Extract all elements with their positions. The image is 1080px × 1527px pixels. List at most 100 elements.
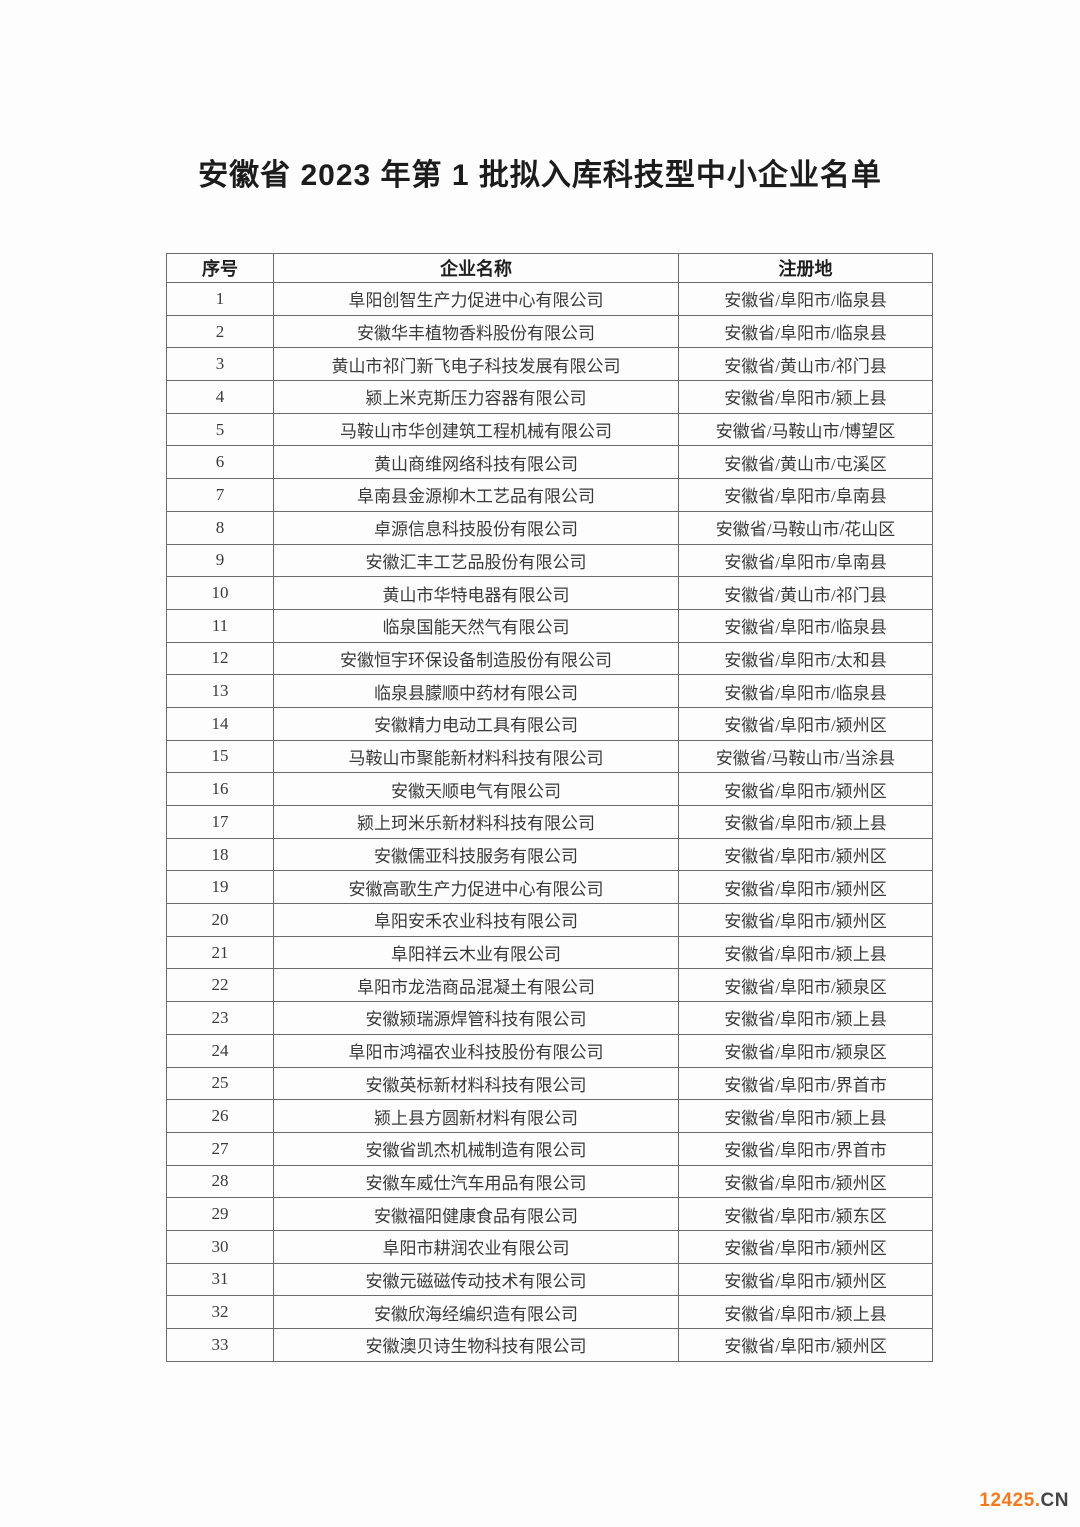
row-index: 22 (166, 968, 274, 1003)
table-row: 8 卓源信息科技股份有限公司 安徽省/马鞍山市/花山区 (166, 510, 933, 545)
col-header-company: 企业名称 (273, 253, 679, 283)
table-row: 21 阜阳祥云木业有限公司 安徽省/阜阳市/颍上县 (166, 935, 933, 970)
row-location: 安徽省/阜阳市/颍上县 (678, 1295, 933, 1329)
row-index: 27 (166, 1131, 274, 1166)
row-company: 安徽颍瑞源焊管科技有限公司 (273, 1001, 679, 1035)
row-location: 安徽省/马鞍山市/花山区 (678, 510, 933, 545)
row-company: 安徽澳贝诗生物科技有限公司 (273, 1328, 679, 1362)
row-index: 4 (166, 380, 274, 414)
row-company: 颍上县方圆新材料有限公司 (273, 1099, 679, 1133)
row-index: 2 (166, 314, 274, 349)
row-company: 安徽精力电动工具有限公司 (273, 706, 679, 741)
table-row: 2 安徽华丰植物香料股份有限公司 安徽省/阜阳市/临泉县 (166, 314, 933, 349)
row-index: 3 (166, 347, 274, 382)
row-index: 23 (166, 1001, 274, 1035)
row-index: 28 (166, 1164, 274, 1199)
table-row: 23 安徽颍瑞源焊管科技有限公司 安徽省/阜阳市/颍上县 (166, 1001, 933, 1035)
row-company: 安徽高歌生产力促进中心有限公司 (273, 870, 679, 905)
row-company: 黄山市祁门新飞电子科技发展有限公司 (273, 347, 679, 382)
row-location: 安徽省/阜阳市/颍州区 (678, 1229, 933, 1264)
table-row: 3 黄山市祁门新飞电子科技发展有限公司 安徽省/黄山市/祁门县 (166, 347, 933, 382)
table-row: 28 安徽车威仕汽车用品有限公司 安徽省/阜阳市/颍州区 (166, 1164, 933, 1199)
table-row: 10 黄山市华特电器有限公司 安徽省/黄山市/祁门县 (166, 576, 933, 610)
row-index: 16 (166, 772, 274, 806)
row-index: 11 (166, 608, 274, 643)
row-location: 安徽省/阜阳市/颍东区 (678, 1197, 933, 1231)
table-row: 19 安徽高歌生产力促进中心有限公司 安徽省/阜阳市/颍州区 (166, 870, 933, 905)
row-location: 安徽省/阜阳市/颍上县 (678, 935, 933, 970)
row-index: 9 (166, 543, 274, 578)
col-header-location: 注册地 (678, 253, 933, 283)
table-row: 7 阜南县金源柳木工艺品有限公司 安徽省/阜阳市/阜南县 (166, 478, 933, 512)
row-location: 安徽省/黄山市/屯溪区 (678, 445, 933, 480)
table-row: 22 阜阳市龙浩商品混凝土有限公司 安徽省/阜阳市/颍泉区 (166, 968, 933, 1003)
row-company: 卓源信息科技股份有限公司 (273, 510, 679, 545)
table-header: 序号 企业名称 注册地 (166, 253, 933, 283)
row-index: 21 (166, 935, 274, 970)
row-location: 安徽省/阜阳市/临泉县 (678, 314, 933, 349)
row-index: 32 (166, 1295, 274, 1329)
row-company: 阜阳市鸿福农业科技股份有限公司 (273, 1033, 679, 1068)
row-index: 15 (166, 739, 274, 774)
row-company: 安徽欣海经编织造有限公司 (273, 1295, 679, 1329)
row-company: 马鞍山市聚能新材料科技有限公司 (273, 739, 679, 774)
row-company: 安徽恒宇环保设备制造股份有限公司 (273, 641, 679, 676)
row-company: 黄山市华特电器有限公司 (273, 576, 679, 610)
row-location: 安徽省/阜阳市/颍上县 (678, 1099, 933, 1133)
row-company: 安徽元磁磁传动技术有限公司 (273, 1262, 679, 1297)
row-location: 安徽省/阜阳市/颍上县 (678, 805, 933, 839)
row-index: 20 (166, 903, 274, 937)
row-company: 黄山商维网络科技有限公司 (273, 445, 679, 480)
row-company: 阜阳市耕润农业有限公司 (273, 1229, 679, 1264)
row-company: 安徽福阳健康食品有限公司 (273, 1197, 679, 1231)
table-row: 30 阜阳市耕润农业有限公司 安徽省/阜阳市/颍州区 (166, 1229, 933, 1264)
watermark-secondary: CN (1040, 1490, 1069, 1511)
row-index: 5 (166, 412, 274, 447)
row-index: 19 (166, 870, 274, 905)
row-company: 阜阳安禾农业科技有限公司 (273, 903, 679, 937)
table-row: 4 颍上米克斯压力容器有限公司 安徽省/阜阳市/颍上县 (166, 380, 933, 414)
row-company: 颍上珂米乐新材料科技有限公司 (273, 805, 679, 839)
row-company: 阜阳祥云木业有限公司 (273, 935, 679, 970)
row-company: 安徽儒亚科技服务有限公司 (273, 837, 679, 872)
table-row: 6 黄山商维网络科技有限公司 安徽省/黄山市/屯溪区 (166, 445, 933, 480)
row-index: 29 (166, 1197, 274, 1231)
row-location: 安徽省/阜阳市/太和县 (678, 641, 933, 676)
row-index: 30 (166, 1229, 274, 1264)
table-row: 12 安徽恒宇环保设备制造股份有限公司 安徽省/阜阳市/太和县 (166, 641, 933, 676)
row-location: 安徽省/马鞍山市/博望区 (678, 412, 933, 447)
row-location: 安徽省/阜阳市/临泉县 (678, 282, 933, 316)
row-index: 24 (166, 1033, 274, 1068)
row-location: 安徽省/阜阳市/颍泉区 (678, 1033, 933, 1068)
row-location: 安徽省/阜阳市/颍州区 (678, 870, 933, 905)
row-company: 阜阳创智生产力促进中心有限公司 (273, 282, 679, 316)
row-company: 安徽省凯杰机械制造有限公司 (273, 1131, 679, 1166)
row-location: 安徽省/马鞍山市/当涂县 (678, 739, 933, 774)
table-row: 24 阜阳市鸿福农业科技股份有限公司 安徽省/阜阳市/颍泉区 (166, 1033, 933, 1068)
table-body: 1 阜阳创智生产力促进中心有限公司 安徽省/阜阳市/临泉县 2 安徽华丰植物香料… (166, 282, 933, 1362)
row-company: 阜阳市龙浩商品混凝土有限公司 (273, 968, 679, 1003)
table-row: 29 安徽福阳健康食品有限公司 安徽省/阜阳市/颍东区 (166, 1197, 933, 1231)
table-row: 15 马鞍山市聚能新材料科技有限公司 安徽省/马鞍山市/当涂县 (166, 739, 933, 774)
table-row: 17 颍上珂米乐新材料科技有限公司 安徽省/阜阳市/颍上县 (166, 805, 933, 839)
row-location: 安徽省/阜阳市/颍州区 (678, 1262, 933, 1297)
table-row: 26 颍上县方圆新材料有限公司 安徽省/阜阳市/颍上县 (166, 1099, 933, 1133)
table-row: 1 阜阳创智生产力促进中心有限公司 安徽省/阜阳市/临泉县 (166, 282, 933, 316)
row-location: 安徽省/阜阳市/颍泉区 (678, 968, 933, 1003)
row-index: 25 (166, 1066, 274, 1101)
row-company: 安徽汇丰工艺品股份有限公司 (273, 543, 679, 578)
table-row: 13 临泉县朦顺中药材有限公司 安徽省/阜阳市/临泉县 (166, 674, 933, 708)
row-index: 10 (166, 576, 274, 610)
table-row: 11 临泉国能天然气有限公司 安徽省/阜阳市/临泉县 (166, 608, 933, 643)
row-index: 6 (166, 445, 274, 480)
table-row: 20 阜阳安禾农业科技有限公司 安徽省/阜阳市/颍州区 (166, 903, 933, 937)
row-location: 安徽省/阜阳市/颍州区 (678, 903, 933, 937)
row-index: 33 (166, 1328, 274, 1362)
watermark-primary: 12425. (979, 1490, 1041, 1511)
row-location: 安徽省/阜阳市/颍上县 (678, 1001, 933, 1035)
row-location: 安徽省/阜阳市/界首市 (678, 1131, 933, 1166)
table-row: 18 安徽儒亚科技服务有限公司 安徽省/阜阳市/颍州区 (166, 837, 933, 872)
row-location: 安徽省/阜阳市/临泉县 (678, 674, 933, 708)
table-row: 16 安徽天顺电气有限公司 安徽省/阜阳市/颍州区 (166, 772, 933, 806)
